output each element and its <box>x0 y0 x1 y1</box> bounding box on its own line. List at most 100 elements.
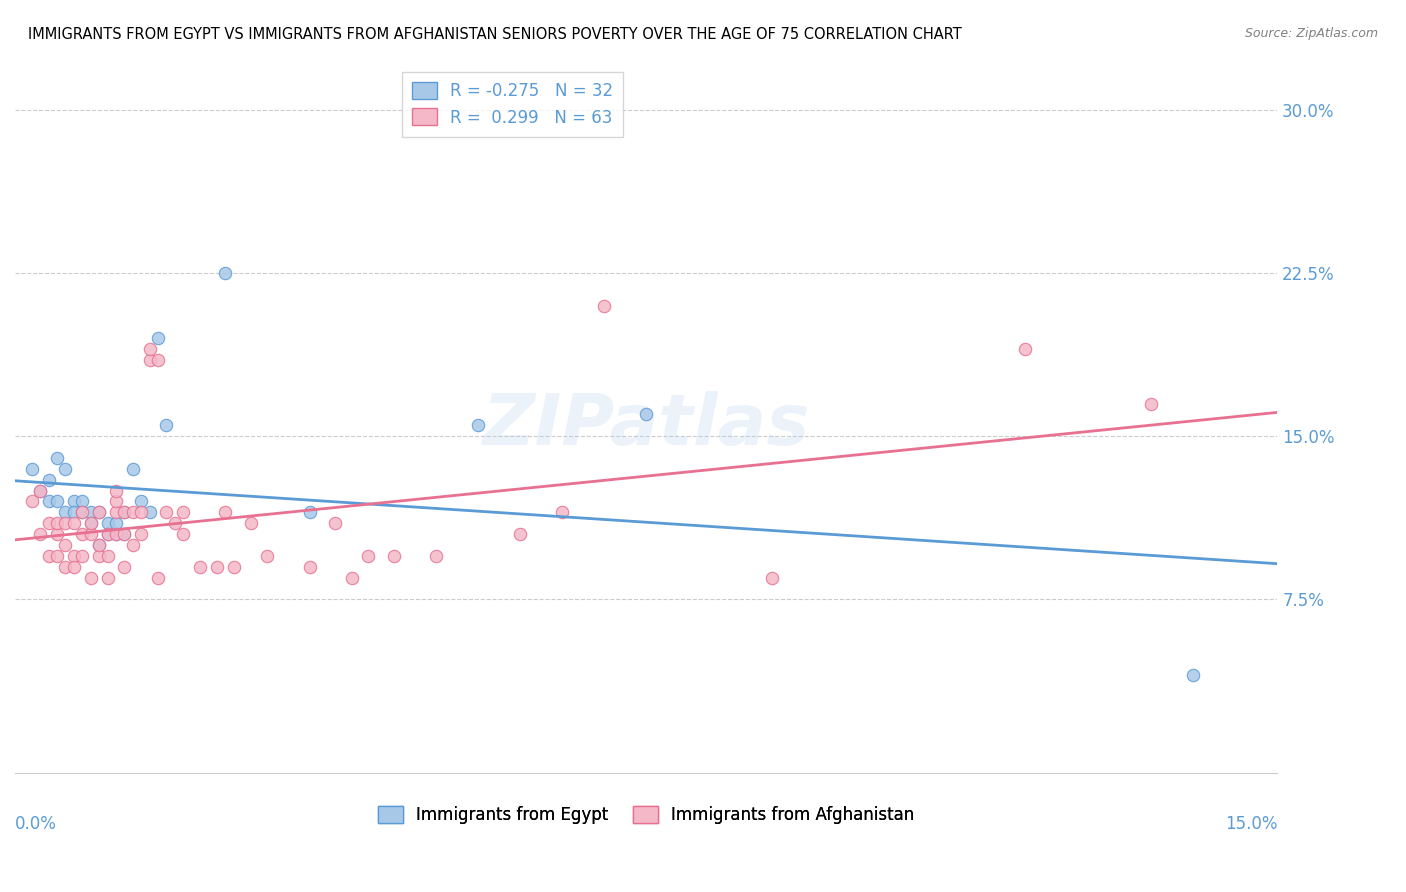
Point <box>1014 342 1036 356</box>
Point <box>509 527 531 541</box>
Point <box>46 549 69 563</box>
Point <box>38 549 60 563</box>
Point <box>163 516 186 530</box>
Point <box>138 505 160 519</box>
Point <box>30 527 52 541</box>
Point <box>172 527 194 541</box>
Point <box>63 516 86 530</box>
Point <box>138 342 160 356</box>
Point <box>21 462 44 476</box>
Point <box>55 462 77 476</box>
Point <box>89 549 111 563</box>
Point <box>146 331 169 345</box>
Point <box>97 549 120 563</box>
Point <box>298 505 321 519</box>
Point <box>112 505 135 519</box>
Point <box>129 527 152 541</box>
Point <box>38 473 60 487</box>
Point <box>104 527 127 541</box>
Point <box>112 527 135 541</box>
Point <box>55 538 77 552</box>
Point <box>104 483 127 498</box>
Point <box>46 450 69 465</box>
Point <box>104 505 127 519</box>
Point <box>1140 396 1163 410</box>
Point <box>97 527 120 541</box>
Point <box>72 549 94 563</box>
Point <box>104 527 127 541</box>
Point <box>340 570 363 584</box>
Point <box>80 570 103 584</box>
Point <box>129 505 152 519</box>
Point <box>593 299 616 313</box>
Point <box>121 538 143 552</box>
Point <box>30 483 52 498</box>
Text: 15.0%: 15.0% <box>1225 815 1277 833</box>
Point <box>63 549 86 563</box>
Point <box>80 505 103 519</box>
Point <box>205 559 228 574</box>
Point <box>146 353 169 368</box>
Point <box>155 418 177 433</box>
Point <box>357 549 380 563</box>
Point <box>298 559 321 574</box>
Point <box>89 505 111 519</box>
Text: IMMIGRANTS FROM EGYPT VS IMMIGRANTS FROM AFGHANISTAN SENIORS POVERTY OVER THE AG: IMMIGRANTS FROM EGYPT VS IMMIGRANTS FROM… <box>28 27 962 42</box>
Text: 0.0%: 0.0% <box>15 815 56 833</box>
Point <box>97 516 120 530</box>
Point <box>112 527 135 541</box>
Point <box>72 527 94 541</box>
Point <box>46 516 69 530</box>
Point <box>55 505 77 519</box>
Point <box>222 559 245 574</box>
Point <box>38 494 60 508</box>
Point <box>146 570 169 584</box>
Point <box>89 538 111 552</box>
Point <box>551 505 574 519</box>
Point <box>155 505 177 519</box>
Point <box>121 462 143 476</box>
Point <box>80 516 103 530</box>
Point <box>636 408 658 422</box>
Point <box>63 494 86 508</box>
Point <box>97 527 120 541</box>
Text: ZIPatlas: ZIPatlas <box>482 391 810 459</box>
Point <box>80 527 103 541</box>
Point <box>97 570 120 584</box>
Point <box>188 559 211 574</box>
Point <box>172 505 194 519</box>
Point <box>72 505 94 519</box>
Text: Source: ZipAtlas.com: Source: ZipAtlas.com <box>1244 27 1378 40</box>
Point <box>761 570 783 584</box>
Point <box>46 527 69 541</box>
Point <box>425 549 447 563</box>
Point <box>104 494 127 508</box>
Point <box>72 494 94 508</box>
Point <box>112 559 135 574</box>
Point <box>55 559 77 574</box>
Point <box>256 549 278 563</box>
Point <box>89 505 111 519</box>
Point <box>104 516 127 530</box>
Point <box>38 516 60 530</box>
Point <box>214 505 236 519</box>
Point <box>323 516 346 530</box>
Point <box>30 483 52 498</box>
Point <box>72 505 94 519</box>
Point <box>138 353 160 368</box>
Point <box>1182 668 1205 682</box>
Point <box>467 418 489 433</box>
Point <box>80 516 103 530</box>
Point <box>129 494 152 508</box>
Point <box>63 559 86 574</box>
Point <box>121 505 143 519</box>
Point <box>21 494 44 508</box>
Point <box>55 516 77 530</box>
Point <box>382 549 405 563</box>
Point <box>112 505 135 519</box>
Point <box>89 538 111 552</box>
Point <box>63 505 86 519</box>
Point <box>214 266 236 280</box>
Legend: Immigrants from Egypt, Immigrants from Afghanistan: Immigrants from Egypt, Immigrants from A… <box>371 799 921 831</box>
Point <box>46 494 69 508</box>
